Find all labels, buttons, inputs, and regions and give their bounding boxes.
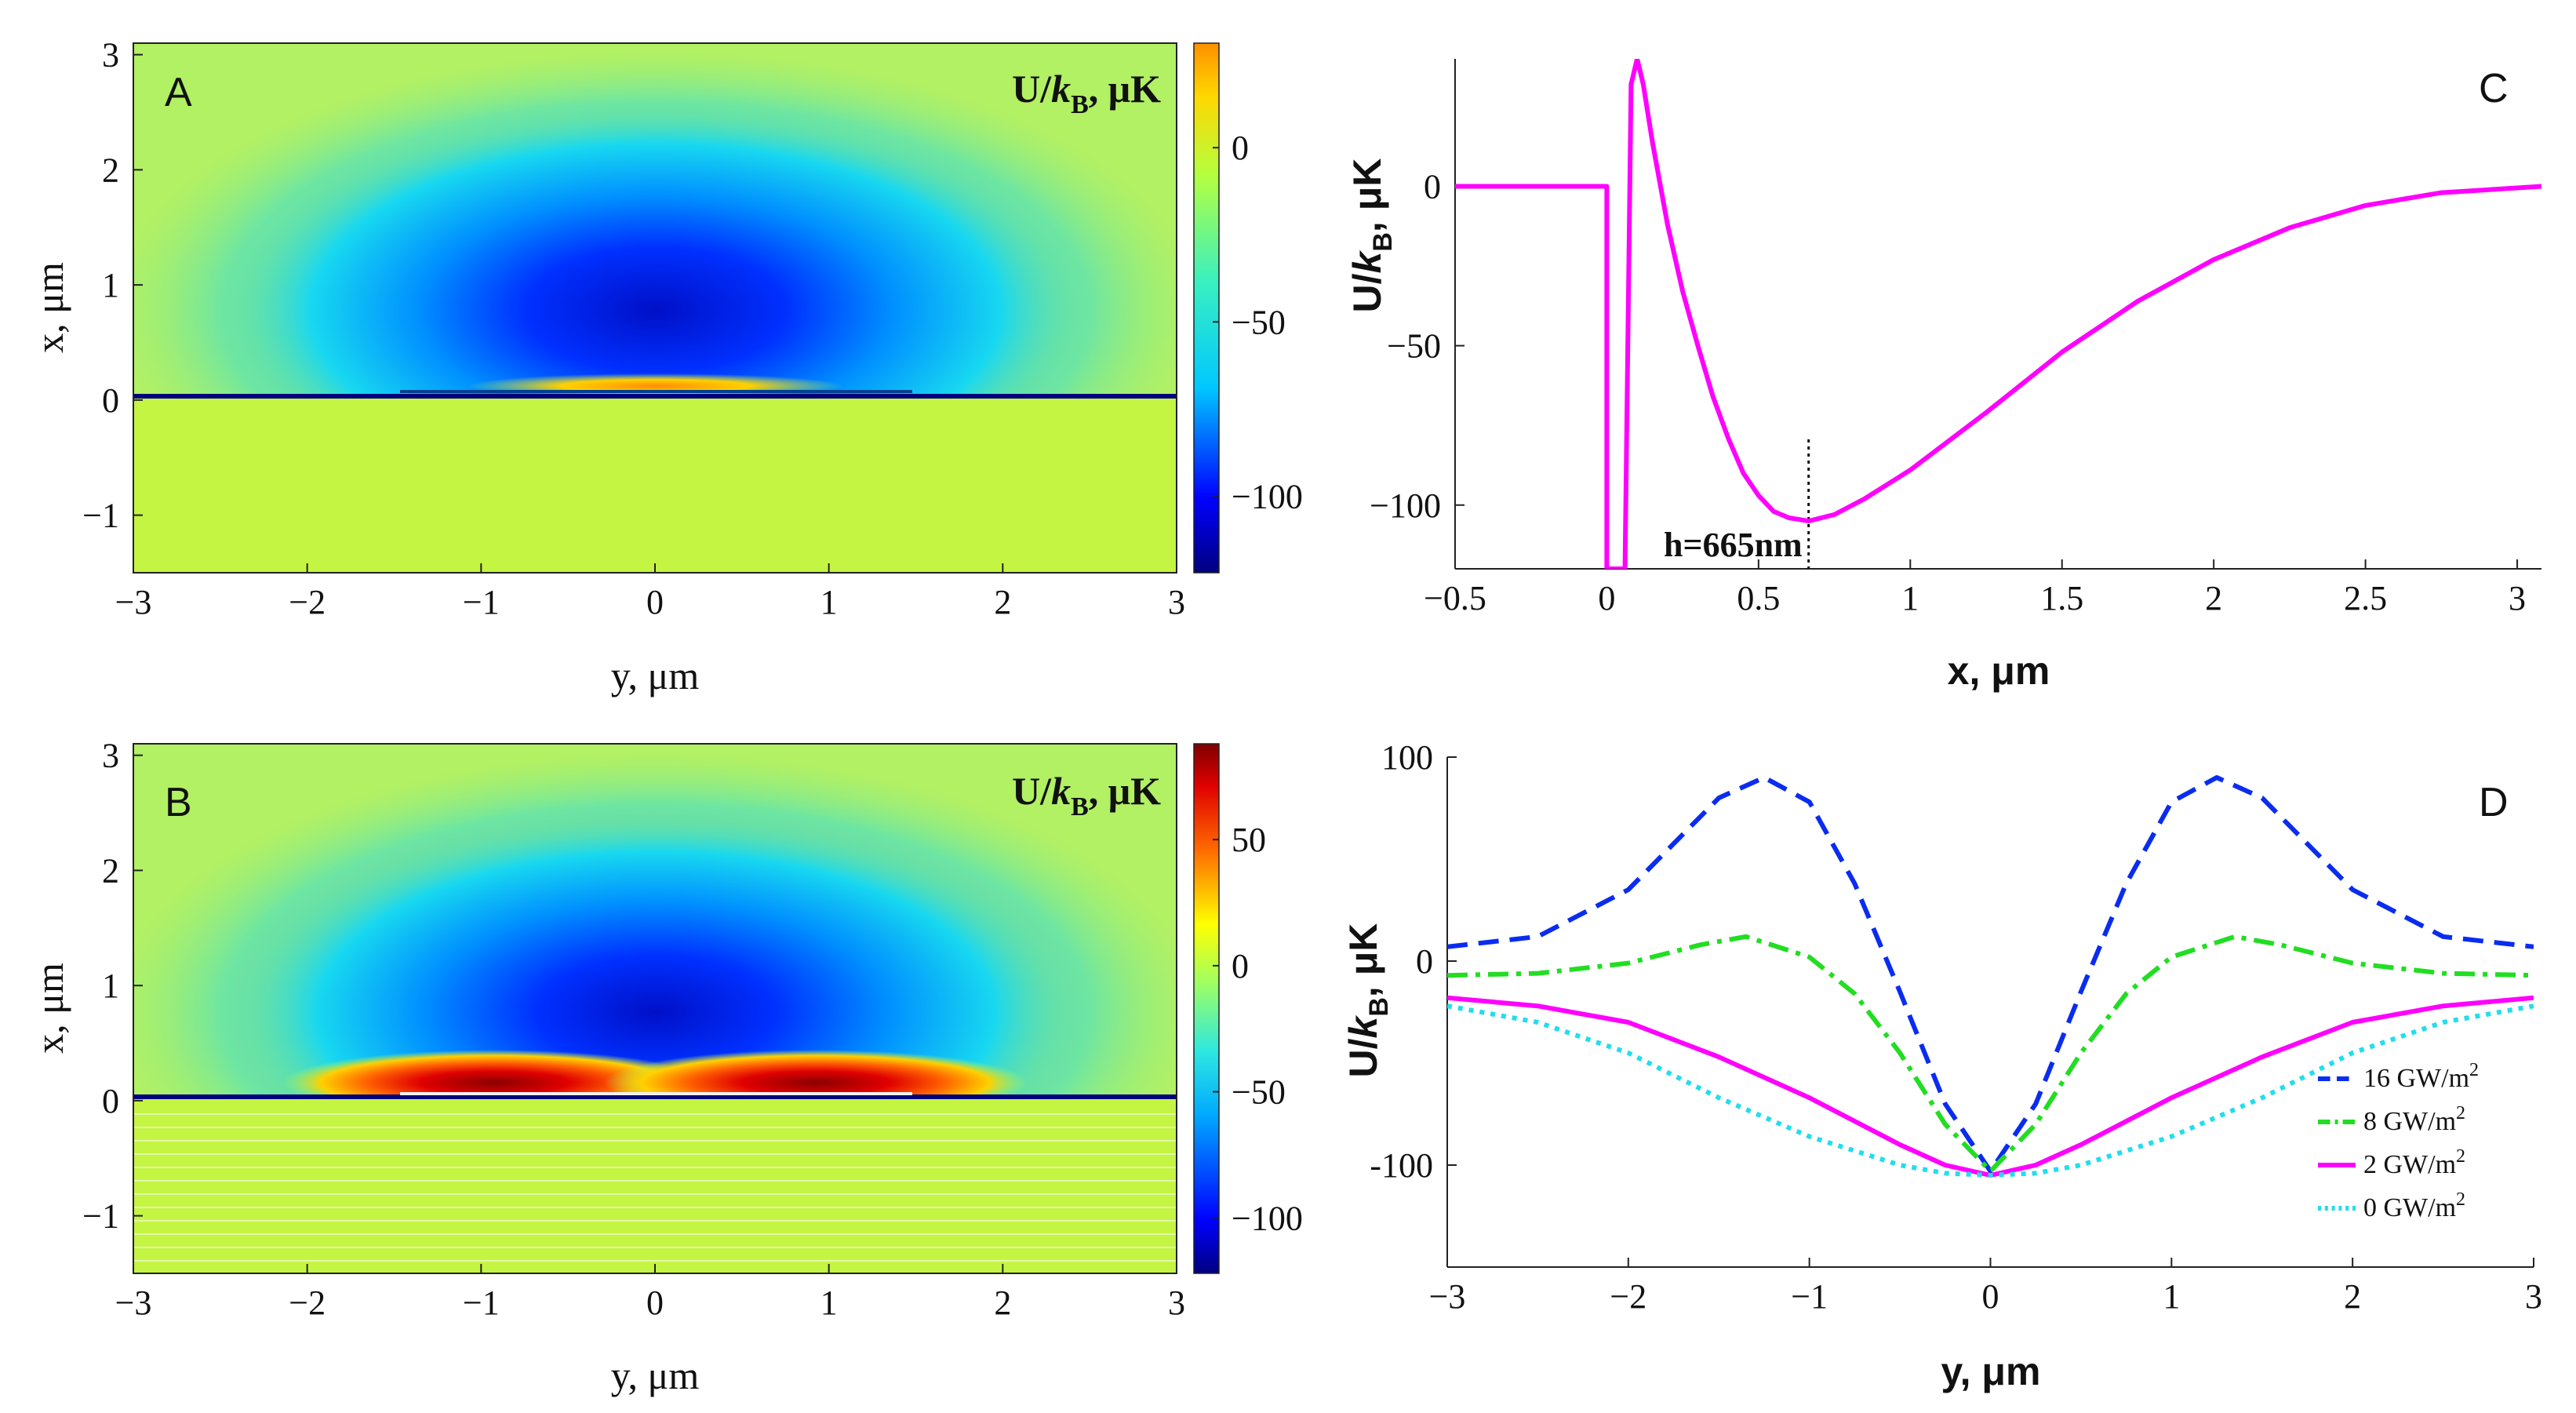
y-tick-label: 3 xyxy=(102,737,119,775)
x-tick-label: 0 xyxy=(646,1284,664,1322)
plot-d xyxy=(1447,775,2534,1178)
colorbar-tick-label: 0 xyxy=(1232,129,1249,167)
x-tick-label: −1 xyxy=(1791,1277,1828,1316)
y-tick-label: −50 xyxy=(1387,327,1441,366)
legend-label: 0 GW/m2 xyxy=(2363,1189,2465,1222)
x-axis-label-b: y, μm xyxy=(611,1353,700,1397)
axes-d: −3 −2 −1 0 1 2 3 100 0 -100 xyxy=(1370,738,2542,1316)
x-tick-label: 2 xyxy=(2205,579,2222,617)
panel-label-a: A xyxy=(165,70,192,115)
x-tick-label: 1 xyxy=(820,583,838,621)
y-axis-b: −1 0 1 2 3 xyxy=(82,737,143,1236)
x-tick-label: 2 xyxy=(994,1284,1011,1322)
series-line-d-1 xyxy=(1447,934,2534,1174)
x-tick-label: −2 xyxy=(289,583,326,621)
x-tick-label: −1 xyxy=(463,1284,500,1322)
y-tick-label: 1 xyxy=(102,967,119,1005)
x-tick-label: 3 xyxy=(2525,1277,2542,1316)
series-line-d-0 xyxy=(1447,775,2534,1174)
colorbar-ticks-a: 0 −50 −100 xyxy=(1213,129,1303,515)
panel-label-b: B xyxy=(165,780,192,825)
x-tick-label: −0.5 xyxy=(1424,579,1486,617)
x-tick-label: 2 xyxy=(2344,1277,2361,1316)
legend-label: 8 GW/m2 xyxy=(2363,1103,2465,1136)
colorbar-b xyxy=(1193,743,1220,1274)
y-tick-label: −1 xyxy=(82,497,119,535)
y-tick-label: 0 xyxy=(1416,942,1433,981)
colorbar-tick-label: 0 xyxy=(1232,947,1249,985)
x-tick-label: −1 xyxy=(463,583,500,621)
heatmap-b-substrate-lines xyxy=(133,1113,1177,1262)
x-axis-a: −3 −2 −1 0 1 2 3 xyxy=(115,563,1185,621)
heatmap-a xyxy=(133,43,1177,573)
panel-d: −3 −2 −1 0 1 2 3 100 0 -100 D y, μm U/kB, μK 16 G… xyxy=(1341,738,2542,1393)
y-axis-a: −1 0 1 2 3 xyxy=(82,36,143,535)
y-tick-label: 3 xyxy=(102,36,119,75)
x-axis-b: −3 −2 −1 0 1 2 3 xyxy=(115,1264,1185,1322)
y-tick-label: -100 xyxy=(1370,1146,1433,1185)
x-tick-label: 0.5 xyxy=(1737,579,1780,617)
y-tick-label: 2 xyxy=(102,851,119,890)
y-axis-label-d: U/kB, μK xyxy=(1341,923,1394,1078)
x-tick-label: 3 xyxy=(2509,579,2526,617)
x-tick-label: −3 xyxy=(115,1284,152,1322)
x-axis-label-c: x, μm xyxy=(1948,649,2050,693)
x-tick-label: 3 xyxy=(1168,1284,1185,1322)
x-tick-label: −2 xyxy=(1610,1277,1646,1316)
y-axis-label-a: x, μm xyxy=(27,262,71,353)
x-tick-label: 2.5 xyxy=(2344,579,2387,617)
x-axis-label-a: y, μm xyxy=(611,654,700,697)
y-tick-label: 0 xyxy=(1424,168,1441,206)
panel-label-c: C xyxy=(2479,66,2509,111)
x-tick-label: 2 xyxy=(994,583,1011,621)
legend-label: 16 GW/m2 xyxy=(2363,1060,2479,1093)
colorbar-tick-label: −100 xyxy=(1232,1199,1303,1237)
colorbar-tick-label: −50 xyxy=(1232,303,1286,341)
y-axis-label-b: x, μm xyxy=(27,963,71,1054)
annotation-c: h=665nm xyxy=(1664,526,1803,564)
x-tick-label: −3 xyxy=(1429,1277,1466,1316)
x-tick-label: 0 xyxy=(1598,579,1615,617)
y-tick-label: −100 xyxy=(1370,486,1441,525)
series-line-c-0 xyxy=(1455,59,2541,569)
x-tick-label: 0 xyxy=(646,583,664,621)
series-line-d-3 xyxy=(1447,1003,2534,1178)
panel-c: −0.5 0 0.5 1 1.5 2 2.5 3 0 −50 −100 C x, μm U/kB, … xyxy=(1345,59,2541,693)
y-tick-label: 1 xyxy=(102,266,119,304)
panel-b: B U/kB, μK −3 −2 −1 0 1 2 3 −1 0 1 2 3 y, μm x, μm… xyxy=(27,737,1303,1397)
colorbar-tick-label: 50 xyxy=(1232,821,1266,859)
x-tick-label: 0 xyxy=(1982,1277,1999,1316)
colorbar-tick-label: −50 xyxy=(1232,1073,1286,1112)
x-tick-label: 3 xyxy=(1168,583,1185,621)
y-tick-label: −1 xyxy=(82,1197,119,1236)
x-axis-label-d: y, μm xyxy=(1941,1349,2041,1393)
y-tick-label: 0 xyxy=(102,1082,119,1120)
x-tick-label: 1 xyxy=(1901,579,1919,617)
y-axis-label-c: U/kB, μK xyxy=(1345,158,1398,313)
colorbar-a xyxy=(1193,42,1220,574)
panel-label-d: D xyxy=(2479,780,2509,825)
x-tick-label: 1 xyxy=(2163,1277,2180,1316)
x-tick-label: −2 xyxy=(289,1284,326,1322)
colorbar-ticks-b: 50 0 −50 −100 xyxy=(1213,821,1303,1237)
y-tick-label: 2 xyxy=(102,151,119,189)
colorbar-title-a: U/kB, μK xyxy=(1012,67,1161,119)
colorbar-title-b: U/kB, μK xyxy=(1012,769,1161,821)
legend-label: 2 GW/m2 xyxy=(2363,1146,2465,1179)
y-tick-label: 100 xyxy=(1381,738,1433,777)
x-tick-label: −3 xyxy=(115,583,152,621)
legend-d: 16 GW/m2 8 GW/m2 2 GW/m2 0 GW/m2 xyxy=(2318,1060,2479,1222)
heatmap-b xyxy=(133,744,1177,1273)
colorbar-tick-label: −100 xyxy=(1232,477,1303,515)
axes-c: −0.5 0 0.5 1 1.5 2 2.5 3 0 −50 −100 xyxy=(1370,59,2541,617)
x-tick-label: 1 xyxy=(820,1284,838,1322)
plot-c xyxy=(1455,59,2541,569)
panel-a: A U/kB, μK −3 −2 −1 0 1 2 3 −1 0 1 2 3 y, μm x, μm… xyxy=(27,36,1303,697)
y-tick-label: 0 xyxy=(102,381,119,420)
x-tick-label: 1.5 xyxy=(2040,579,2083,617)
